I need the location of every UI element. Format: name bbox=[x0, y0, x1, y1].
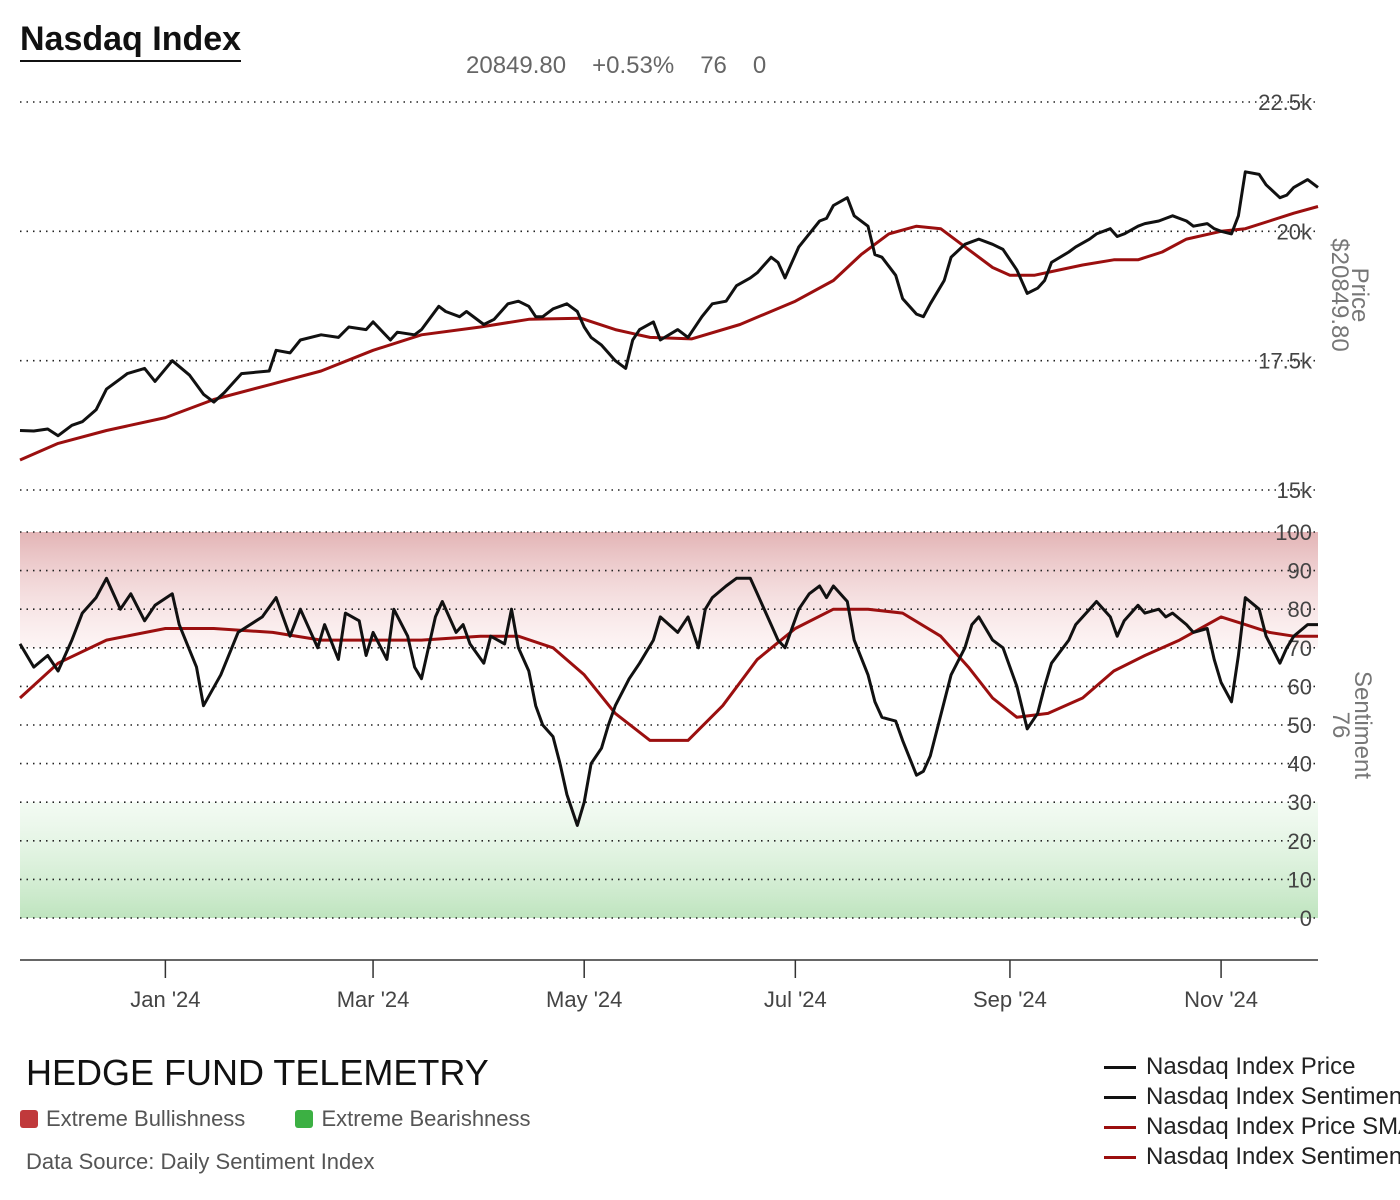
legend-line bbox=[1104, 1125, 1136, 1129]
legend-line bbox=[1104, 1095, 1136, 1099]
sentiment-axis-label: Sentiment bbox=[1349, 671, 1376, 779]
legend-label: Nasdaq Index Price SMA bbox=[1146, 1113, 1400, 1140]
extreme-bullishness-band bbox=[20, 532, 1318, 648]
legend-line bbox=[1104, 1065, 1136, 1069]
x-axis: Jan '24 Mar '24 May '24 Jul '24 Sep '24 Nov '… bbox=[20, 959, 1318, 1012]
bull-swatch bbox=[20, 1110, 38, 1128]
sentiment-tick-label: 50 bbox=[1288, 713, 1312, 738]
sentiment-current-label: 76 bbox=[1327, 712, 1354, 739]
legend-extreme-bearishness[interactable]: Extreme Bearishness bbox=[295, 1106, 531, 1132]
extreme-bearishness-band bbox=[20, 802, 1318, 918]
sentiment-tick-label: 30 bbox=[1288, 790, 1312, 815]
sentiment-line bbox=[18, 576, 1318, 827]
sentiment-tick-label: 10 bbox=[1288, 867, 1312, 892]
price-axis-label: Price bbox=[1346, 268, 1373, 323]
sentiment-tick-label: 60 bbox=[1288, 674, 1312, 699]
series-legend: Nasdaq Index Price Nasdaq Index Sentimen… bbox=[1104, 1052, 1400, 1172]
legend-label: Nasdaq Index Sentiment SMA bbox=[1146, 1143, 1400, 1170]
extra-readout: 0 bbox=[752, 52, 767, 79]
legend-item-sentiment-sma[interactable]: Nasdaq Index Sentiment SMA bbox=[1104, 1142, 1400, 1172]
x-tick-label: May '24 bbox=[546, 987, 622, 1012]
legend-line bbox=[1104, 1155, 1136, 1159]
x-tick-label: Jul '24 bbox=[764, 987, 827, 1012]
price-current-label: $20849.80 bbox=[1326, 238, 1353, 351]
bear-label: Extreme Bearishness bbox=[321, 1106, 531, 1131]
legend-item-price[interactable]: Nasdaq Index Price bbox=[1104, 1052, 1400, 1082]
price-tick-label: 20k bbox=[1277, 219, 1313, 244]
legend-item-price-sma[interactable]: Nasdaq Index Price SMA bbox=[1104, 1112, 1400, 1142]
change-readout: +0.53% bbox=[592, 52, 675, 79]
brand-name: HEDGE FUND TELEMETRY bbox=[26, 1052, 489, 1093]
legend-extreme-bullishness[interactable]: Extreme Bullishness bbox=[20, 1106, 245, 1132]
sentiment-tick-label: 0 bbox=[1300, 906, 1312, 931]
x-tick-label: Jan '24 bbox=[130, 987, 200, 1012]
legend-item-sentiment[interactable]: Nasdaq Index Sentiment bbox=[1104, 1082, 1400, 1112]
x-tick-label: Nov '24 bbox=[1184, 987, 1258, 1012]
data-source: Data Source: Daily Sentiment Index bbox=[26, 1149, 375, 1174]
bull-label: Extreme Bullishness bbox=[46, 1106, 246, 1131]
x-tick-label: Mar '24 bbox=[337, 987, 410, 1012]
price-sma-line bbox=[19, 205, 1319, 462]
sentiment-panel bbox=[18, 576, 1318, 827]
price-tick-label: 15k bbox=[1277, 478, 1313, 503]
price-panel bbox=[19, 170, 1319, 462]
price-tick-label: 22.5k bbox=[1258, 90, 1313, 115]
extremes-legend: Extreme Bullishness Extreme Bearishness bbox=[20, 1106, 575, 1134]
price-line bbox=[19, 170, 1319, 438]
price-readout: 20849.80 bbox=[466, 52, 567, 79]
sentiment-tick-label: 100 bbox=[1275, 520, 1312, 545]
x-tick-label: Sep '24 bbox=[973, 987, 1047, 1012]
price-tick-label: 17.5k bbox=[1258, 349, 1313, 374]
value-readout: 20849.80 +0.53% 76 0 bbox=[466, 52, 792, 80]
legend-label: Nasdaq Index Sentiment bbox=[1146, 1083, 1400, 1110]
sentiment-tick-label: 20 bbox=[1288, 829, 1312, 854]
sentiment-tick-label: 40 bbox=[1288, 752, 1312, 777]
sentiment-tick-label: 80 bbox=[1288, 597, 1312, 622]
sentiment-tick-label: 90 bbox=[1288, 559, 1312, 584]
chart-title: Nasdaq Index bbox=[20, 20, 242, 62]
legend-label: Nasdaq Index Price bbox=[1146, 1053, 1356, 1080]
bear-swatch bbox=[295, 1110, 314, 1128]
sentiment-readout: 76 bbox=[700, 52, 727, 79]
